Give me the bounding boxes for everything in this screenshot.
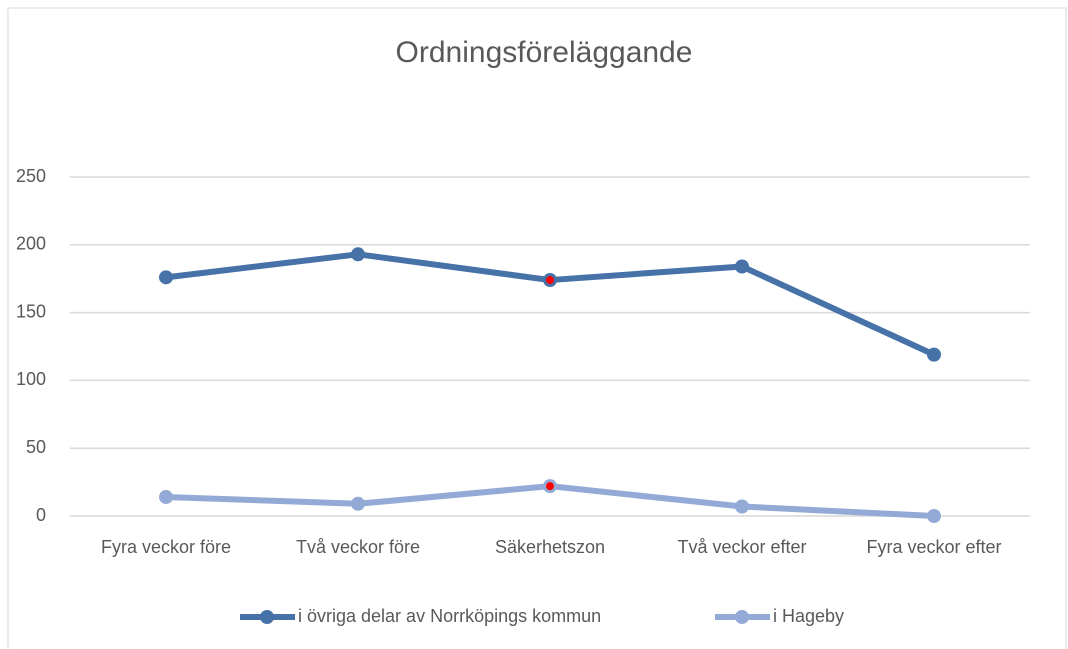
point-marker [927,509,941,523]
x-tick-label: Två veckor efter [677,537,806,557]
x-tick-label: Fyra veckor före [101,537,231,557]
legend-label: i Hageby [773,606,844,626]
y-tick-label: 150 [16,301,46,321]
y-tick-label: 100 [16,369,46,389]
point-marker [351,496,365,511]
legend-marker [260,610,274,624]
point-marker [159,490,173,505]
point-marker [927,347,941,362]
x-tick-label: Fyra veckor efter [866,537,1001,557]
legend-marker [735,610,749,624]
y-tick-label: 50 [26,437,46,457]
y-tick-label: 200 [16,234,46,254]
chart-title: Ordningsföreläggande [396,36,693,69]
point-marker [351,247,365,262]
point-marker [159,270,173,285]
y-tick-label: 0 [36,505,46,525]
point-marker [735,259,749,274]
legend-label: i övriga delar av Norrköpings kommun [298,606,601,626]
chart-frame [7,7,1067,649]
point-marker [735,499,749,514]
x-tick-label: Säkerhetszon [495,537,605,557]
highlight-dot [546,276,554,285]
y-tick-label: 250 [16,166,46,186]
x-tick-label: Två veckor före [296,537,420,557]
highlight-dot [546,482,554,491]
